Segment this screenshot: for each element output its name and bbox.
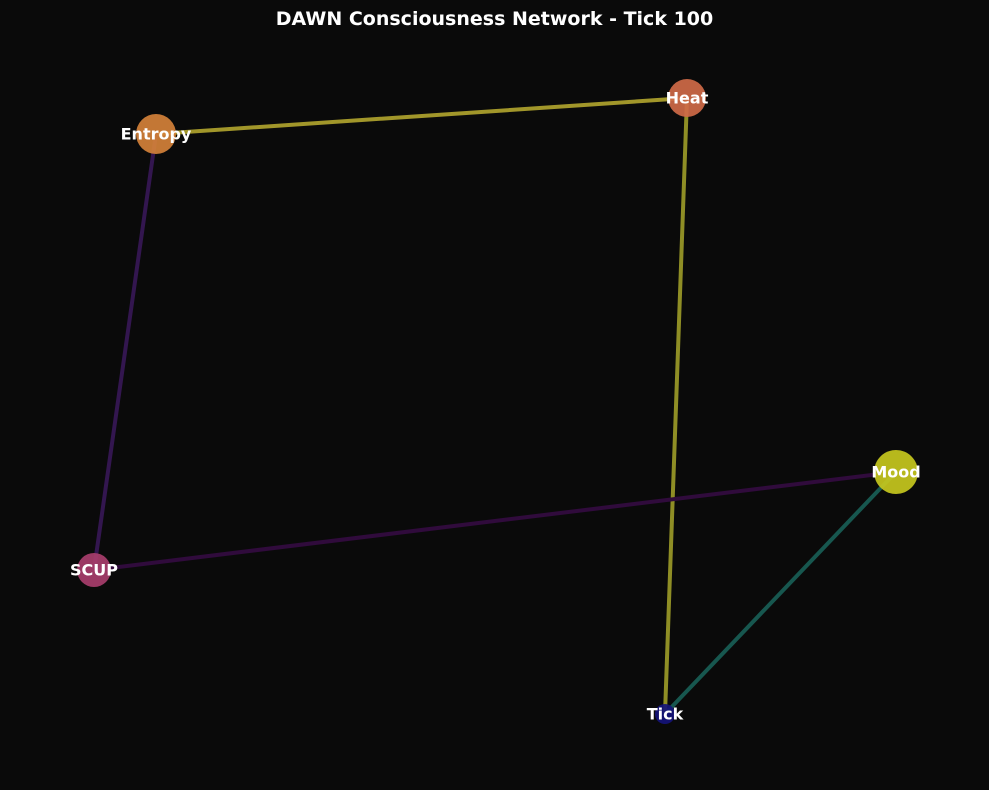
edges-layer	[92, 96, 898, 716]
node-scup-label: SCUP	[70, 561, 118, 580]
node-heat-label: Heat	[666, 89, 709, 108]
nodes-layer: Entropy Heat Mood SCUP Tick	[70, 79, 921, 724]
node-scup: SCUP	[70, 553, 118, 587]
node-heat: Heat	[666, 79, 709, 117]
node-tick: Tick	[647, 704, 684, 724]
edge-entropy-scup	[92, 132, 158, 572]
node-entropy-label: Entropy	[121, 125, 192, 144]
edge-scup-mood	[92, 470, 898, 572]
edge-heat-tick	[663, 96, 689, 716]
node-heat-circle	[668, 79, 706, 117]
node-scup-circle	[77, 553, 111, 587]
node-entropy: Entropy	[121, 114, 192, 154]
edge-mood-tick	[663, 470, 898, 716]
edge-entropy-heat	[154, 96, 689, 136]
node-mood-circle	[874, 450, 918, 494]
node-tick-label: Tick	[647, 705, 684, 724]
node-tick-circle	[655, 704, 675, 724]
diagram-title: DAWN Consciousness Network - Tick 100	[276, 8, 713, 30]
node-mood: Mood	[871, 450, 921, 494]
node-mood-label: Mood	[871, 463, 920, 482]
node-entropy-circle	[136, 114, 176, 154]
